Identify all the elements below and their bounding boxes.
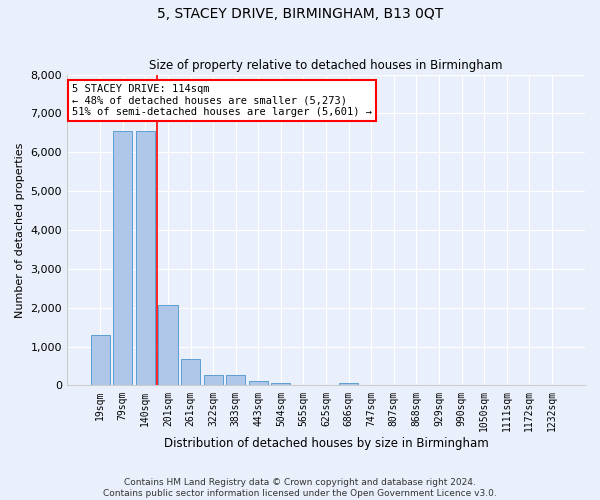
Text: Contains HM Land Registry data © Crown copyright and database right 2024.
Contai: Contains HM Land Registry data © Crown c… bbox=[103, 478, 497, 498]
X-axis label: Distribution of detached houses by size in Birmingham: Distribution of detached houses by size … bbox=[164, 437, 488, 450]
Y-axis label: Number of detached properties: Number of detached properties bbox=[15, 142, 25, 318]
Bar bbox=[181, 359, 200, 386]
Bar bbox=[226, 374, 245, 386]
Bar bbox=[271, 383, 290, 386]
Text: 5, STACEY DRIVE, BIRMINGHAM, B13 0QT: 5, STACEY DRIVE, BIRMINGHAM, B13 0QT bbox=[157, 8, 443, 22]
Bar bbox=[248, 381, 268, 386]
Bar bbox=[339, 383, 358, 386]
Title: Size of property relative to detached houses in Birmingham: Size of property relative to detached ho… bbox=[149, 59, 503, 72]
Bar bbox=[158, 304, 178, 386]
Bar bbox=[113, 131, 133, 386]
Text: 5 STACEY DRIVE: 114sqm
← 48% of detached houses are smaller (5,273)
51% of semi-: 5 STACEY DRIVE: 114sqm ← 48% of detached… bbox=[72, 84, 372, 117]
Bar bbox=[203, 374, 223, 386]
Bar bbox=[136, 131, 155, 386]
Bar bbox=[91, 335, 110, 386]
